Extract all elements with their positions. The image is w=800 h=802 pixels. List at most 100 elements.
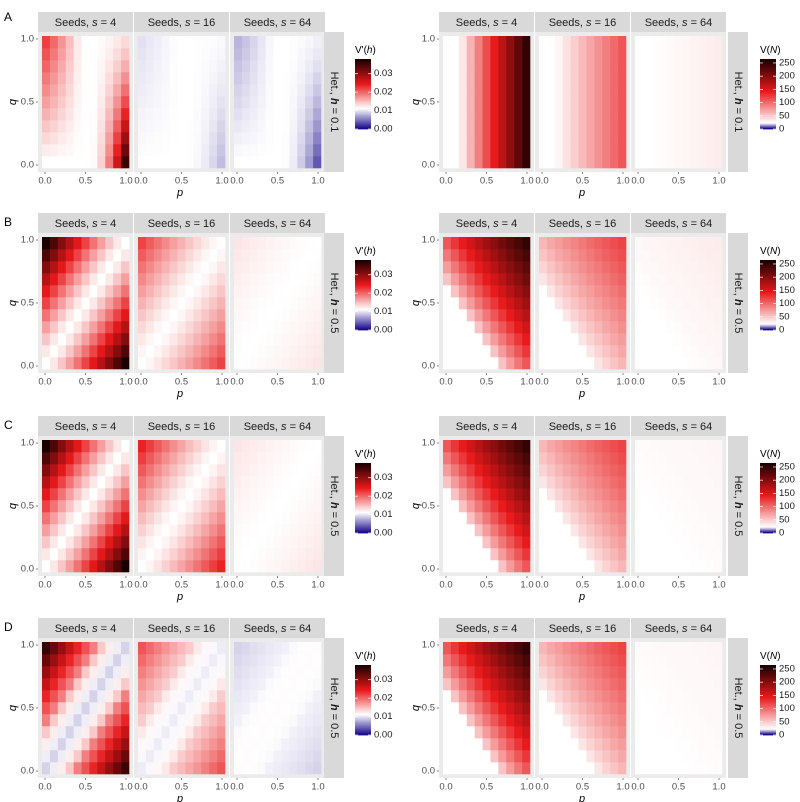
legend-color-step: [355, 286, 371, 289]
heatmap-cell: [57, 261, 67, 274]
heatmap-cell: [554, 249, 564, 262]
heatmap-cell: [658, 702, 667, 715]
heatmap-cell: [698, 120, 707, 133]
heatmap-cell: [610, 96, 619, 109]
legend-color-step: [760, 260, 776, 262]
heatmap-cell: [185, 560, 194, 573]
heatmap-cell: [666, 488, 675, 501]
heatmap-cell: [458, 512, 468, 525]
heatmap-cell: [97, 357, 106, 370]
heatmap-cell: [506, 357, 515, 370]
heatmap-cell: [217, 333, 226, 346]
legend-color-step: [355, 521, 371, 523]
legend-color-step: [760, 480, 776, 483]
heatmap-cell: [450, 261, 460, 274]
heatmap-cell: [682, 321, 691, 334]
legend-color-step: [760, 486, 776, 488]
legend-color-step: [355, 666, 371, 668]
heatmap-cell: [562, 536, 571, 549]
facet-strip: [631, 12, 726, 32]
heatmap-cell: [482, 120, 491, 133]
legend-break-label: 0: [779, 124, 784, 135]
heatmap-cell: [273, 156, 282, 169]
legend-color-step: [355, 312, 371, 315]
heatmap-cell: [273, 738, 282, 751]
heatmap-cell: [193, 702, 202, 715]
heatmap-cell: [249, 548, 259, 561]
heatmap-cell: [65, 654, 74, 667]
heatmap-cell: [297, 512, 306, 525]
heatmap-cell: [642, 321, 652, 334]
heatmap-cell: [514, 345, 523, 358]
heatmap-cell: [185, 48, 194, 61]
heatmap-cell: [249, 750, 259, 763]
heatmap-cell: [490, 84, 499, 97]
heatmap-cell: [42, 642, 51, 655]
heatmap-cell: [305, 345, 314, 358]
heatmap-cell: [635, 237, 644, 250]
heatmap-cell: [610, 345, 619, 358]
legend-color-step: [355, 674, 371, 676]
legend-color-step: [355, 513, 371, 515]
heatmap-cell: [57, 345, 67, 358]
heatmap-cell: [490, 500, 499, 513]
heatmap-cell: [73, 108, 82, 121]
heatmap-cell: [313, 666, 322, 679]
heatmap-cell: [578, 654, 587, 667]
facet-strip: [38, 213, 133, 233]
heatmap-cell: [49, 249, 59, 262]
row-strip-label: Het., h = 0.1: [732, 72, 744, 133]
heatmap-cell: [217, 452, 226, 465]
legend-color-step: [355, 76, 371, 79]
heatmap-cell: [635, 750, 644, 763]
heatmap-cell: [610, 297, 619, 310]
facet-strip: [439, 618, 534, 638]
legend-color-step: [355, 467, 371, 470]
heatmap-cell: [522, 488, 531, 501]
heatmap-cell: [313, 285, 322, 298]
x-tick-label: 0.5: [672, 176, 685, 187]
heatmap-cell: [273, 714, 282, 727]
heatmap-cell: [514, 357, 523, 370]
heatmap-cell: [698, 738, 707, 751]
heatmap-cell: [297, 273, 306, 286]
heatmap-cell: [506, 84, 515, 97]
legend-color-step: [355, 491, 371, 493]
heatmap-cell: [546, 297, 556, 310]
heatmap-cell: [73, 48, 82, 61]
heatmap-cell: [602, 96, 611, 109]
legend-color-step: [355, 276, 371, 278]
heatmap-cell: [506, 285, 515, 298]
x-tick-label: 0.0: [230, 377, 243, 388]
heatmap-cell: [562, 297, 571, 310]
heatmap-cell: [185, 726, 194, 739]
heatmap-cell: [265, 690, 274, 703]
legend-color-step: [355, 488, 371, 491]
heatmap-cell: [89, 524, 98, 537]
legend-color-step: [760, 317, 776, 319]
heatmap-cell: [313, 108, 322, 121]
legend-color-step: [355, 261, 371, 263]
legend-break-label: 250: [779, 663, 795, 674]
legend-color-step: [355, 274, 371, 276]
heatmap-cell: [666, 750, 675, 763]
legend-color-step: [760, 306, 776, 309]
heatmap-cell: [618, 156, 627, 169]
heatmap-cell: [546, 108, 556, 121]
heatmap-cell: [443, 738, 452, 751]
heatmap-cell: [297, 654, 306, 667]
heatmap-cell: [450, 357, 460, 370]
heatmap-cell: [682, 762, 691, 775]
heatmap-cell: [642, 440, 652, 453]
heatmap-cell: [450, 48, 460, 61]
legend-color-step: [355, 519, 371, 521]
heatmap-cell: [153, 464, 163, 477]
heatmap-cell: [65, 702, 74, 715]
heatmap-cell: [185, 476, 194, 489]
heatmap-cell: [97, 249, 106, 262]
heatmap-cell: [209, 108, 218, 121]
heatmap-cell: [650, 285, 660, 298]
heatmap-cell: [249, 249, 259, 262]
legend-color-step: [760, 478, 776, 480]
heatmap-cell: [153, 440, 163, 453]
